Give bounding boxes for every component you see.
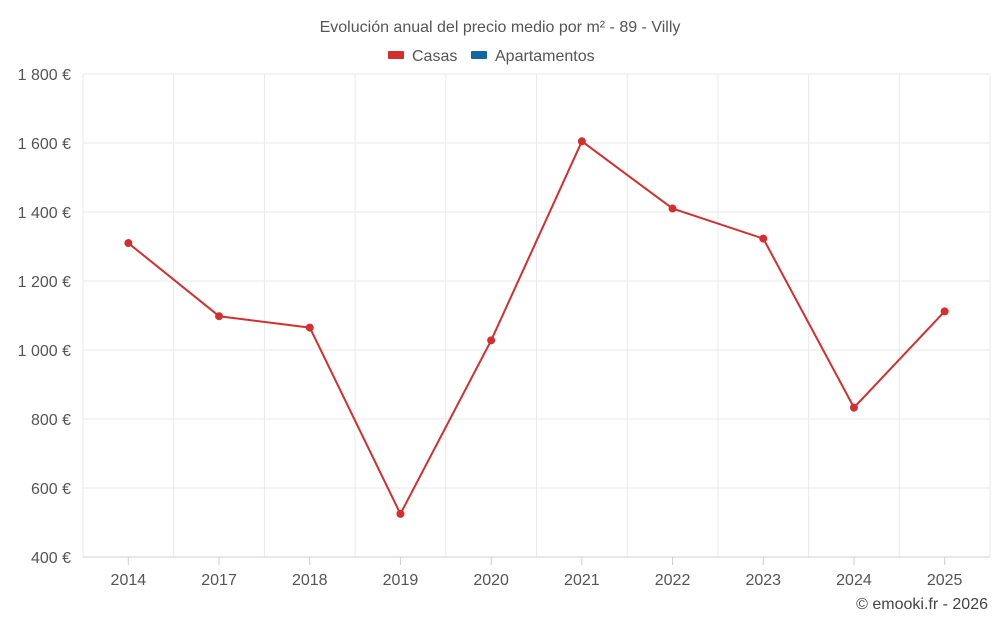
data-point-casas-2023[interactable] [759, 234, 768, 243]
data-point-casas-2017[interactable] [215, 312, 224, 321]
legend: Casas Apartamentos [388, 48, 595, 65]
x-axis-ticks: 2014 2017 2018 2019 2020 2021 2022 2023 2024 2025 [111, 557, 963, 589]
x-tick-label: 2017 [201, 572, 237, 589]
y-tick-label: 1 000 € [18, 343, 71, 360]
legend-label-casas: Casas [412, 48, 457, 65]
data-point-casas-2014[interactable] [124, 239, 133, 248]
y-tick-label: 600 € [31, 481, 71, 498]
x-tick-label: 2021 [564, 572, 600, 589]
y-axis-ticks: 400 € 600 € 800 € 1 000 € 1 200 € 1 400 € 1 60… [18, 67, 71, 567]
legend-item-apartamentos[interactable]: Apartamentos [471, 48, 595, 65]
data-point-casas-2018[interactable] [305, 323, 314, 332]
data-point-casas-2019[interactable] [396, 509, 405, 518]
x-tick-label: 2019 [383, 572, 419, 589]
x-tick-label: 2025 [927, 572, 963, 589]
x-tick-label: 2023 [745, 572, 781, 589]
legend-item-casas[interactable]: Casas [388, 48, 457, 65]
data-point-casas-2020[interactable] [487, 336, 496, 345]
x-gridlines [82, 74, 991, 557]
legend-label-apartamentos: Apartamentos [495, 48, 595, 65]
legend-swatch-apartamentos [471, 51, 487, 59]
y-tick-label: 400 € [31, 550, 71, 567]
x-tick-label: 2022 [655, 572, 691, 589]
x-tick-label: 2020 [473, 572, 509, 589]
data-point-casas-2025[interactable] [940, 307, 949, 316]
credit-text: © emooki.fr - 2026 [856, 596, 988, 613]
y-tick-label: 1 800 € [18, 67, 71, 84]
series-line-casas [127, 140, 946, 515]
y-tick-label: 1 200 € [18, 274, 71, 291]
data-point-casas-2021[interactable] [577, 137, 586, 146]
y-tick-label: 1 600 € [18, 136, 71, 153]
chart-title: Evolución anual del precio medio por m² … [320, 19, 681, 36]
x-tick-label: 2018 [292, 572, 328, 589]
x-tick-label: 2014 [111, 572, 147, 589]
legend-swatch-casas [388, 51, 404, 59]
y-tick-label: 1 400 € [18, 205, 71, 222]
data-point-casas-2024[interactable] [849, 403, 858, 412]
data-point-casas-2022[interactable] [668, 204, 677, 213]
x-tick-label: 2024 [836, 572, 872, 589]
y-tick-label: 800 € [31, 412, 71, 429]
series-casas [124, 137, 949, 518]
